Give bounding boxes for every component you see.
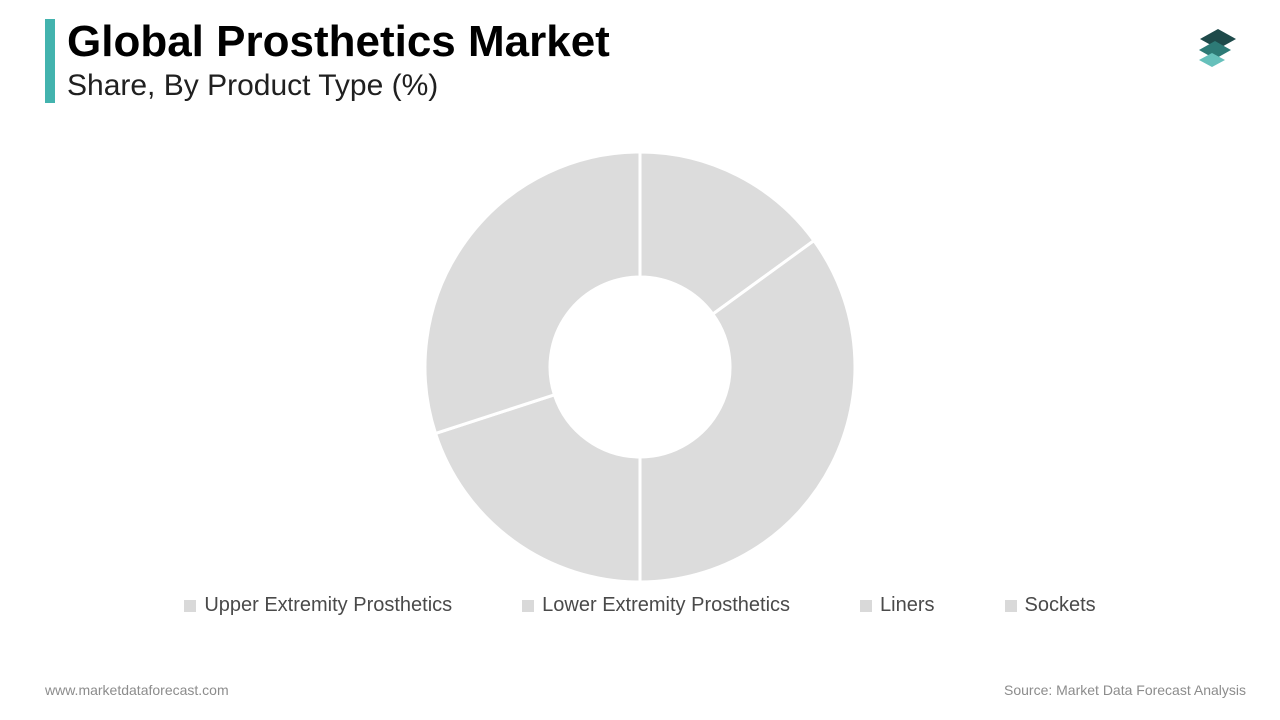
legend-label: Sockets [1025, 594, 1096, 617]
slide: Global Prosthetics Market Share, By Prod… [0, 0, 1280, 720]
footer-source: Source: Market Data Forecast Analysis [1004, 682, 1246, 698]
legend-label: Lower Extremity Prosthetics [542, 594, 790, 617]
legend-item: Upper Extremity Prosthetics [184, 594, 452, 617]
page-title: Global Prosthetics Market [67, 19, 610, 65]
legend-item: Lower Extremity Prosthetics [522, 594, 790, 617]
footer-url: www.marketdataforecast.com [45, 682, 229, 698]
legend-label: Upper Extremity Prosthetics [204, 594, 452, 617]
donut-hole [550, 277, 730, 457]
brand-logo-icon [1190, 19, 1246, 75]
legend-item: Sockets [1005, 594, 1096, 617]
legend-swatch-icon [522, 600, 534, 612]
page-subtitle: Share, By Product Type (%) [67, 69, 610, 103]
legend: Upper Extremity Prosthetics Lower Extrem… [0, 594, 1280, 617]
legend-swatch-icon [1005, 600, 1017, 612]
legend-swatch-icon [184, 600, 196, 612]
donut-chart [0, 152, 1280, 582]
legend-label: Liners [880, 594, 934, 617]
title-block: Global Prosthetics Market Share, By Prod… [45, 19, 610, 103]
legend-swatch-icon [860, 600, 872, 612]
legend-item: Liners [860, 594, 934, 617]
